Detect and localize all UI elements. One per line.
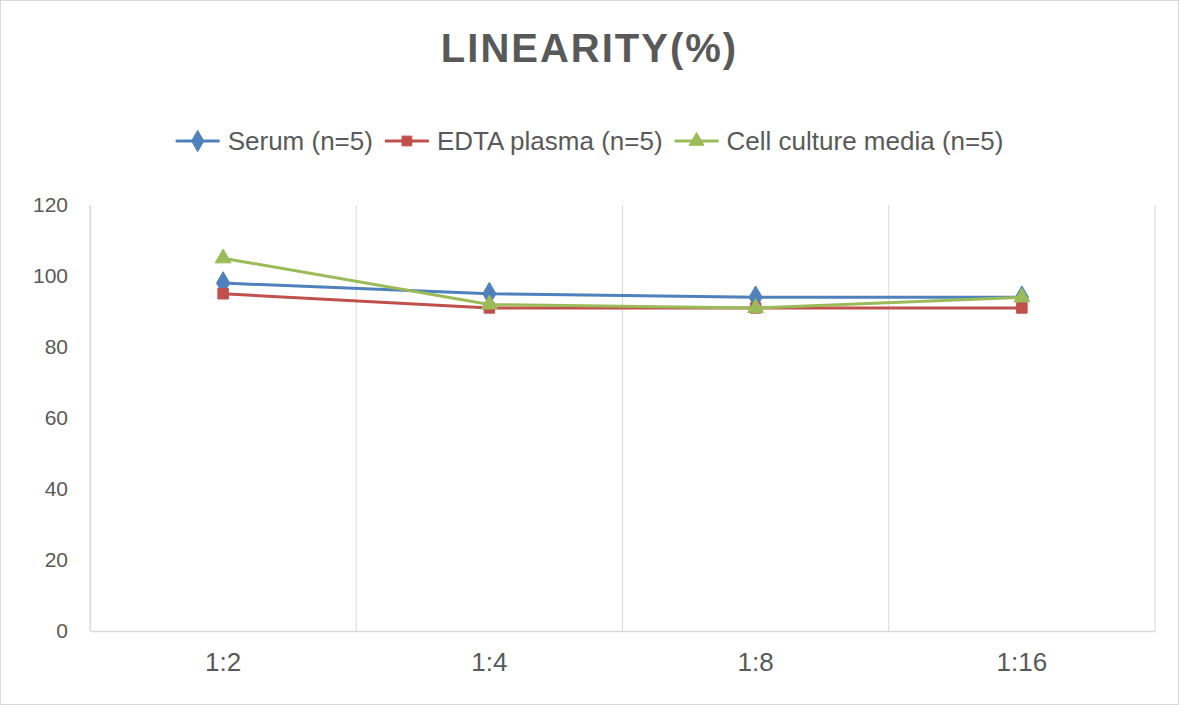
y-axis-line	[90, 206, 91, 632]
grid-line	[888, 205, 889, 631]
x-tick: 1:2	[205, 631, 241, 677]
legend-item: EDTA plasma (n=5)	[385, 126, 663, 156]
series-line	[223, 258, 1022, 308]
y-tick: 100	[33, 264, 90, 287]
legend-marker	[689, 132, 704, 145]
point	[481, 295, 497, 309]
legend-marker	[192, 130, 204, 151]
grid-line	[356, 205, 357, 631]
y-tick-label: 120	[33, 193, 68, 216]
series-group	[215, 249, 1030, 313]
y-tick: 80	[45, 335, 90, 358]
y-tick-label: 100	[33, 264, 68, 287]
point	[1017, 303, 1027, 313]
legend-item: Cell culture media (n=5)	[675, 126, 1004, 156]
point	[218, 289, 228, 299]
series-line	[223, 283, 1022, 297]
grid-line	[622, 205, 623, 631]
y-tick: 60	[45, 406, 90, 429]
legend-item: Serum (n=5)	[176, 126, 373, 156]
x-tick: 1:16	[997, 631, 1048, 677]
x-tick-label: 1:8	[738, 647, 774, 677]
grid-line	[1155, 205, 1156, 631]
y-tick-label: 80	[45, 335, 68, 358]
point	[1014, 288, 1030, 302]
y-axis: 0 20 40 60 80 100 120	[33, 193, 91, 642]
y-tick-label: 0	[56, 619, 68, 642]
x-tick-label: 1:4	[471, 647, 507, 677]
x-tick: 1:8	[738, 631, 774, 677]
x-axis-line	[91, 631, 1156, 633]
y-tick: 0	[56, 619, 90, 642]
x-tick-label: 1:2	[205, 647, 241, 677]
y-tick: 120	[33, 193, 90, 216]
y-tick: 40	[45, 477, 90, 500]
title: LINEARITY(%)	[441, 26, 738, 70]
chart: 0 20 40 60 80 100 120 1:2 1:4 1:8 1:16 LINEARITY(%)…	[0, 0, 1179, 705]
y-tick-label: 20	[45, 548, 68, 571]
plot: 0 20 40 60 80 100 120 1:2 1:4 1:8 1:16	[33, 193, 1156, 677]
y-tick-label: 60	[45, 406, 68, 429]
point	[748, 299, 764, 313]
legend-label: EDTA plasma (n=5)	[437, 126, 663, 156]
legend-label: Serum (n=5)	[228, 126, 373, 156]
y-tick: 20	[45, 548, 90, 571]
legend-label: Cell culture media (n=5)	[727, 126, 1004, 156]
legend: Serum (n=5) EDTA plasma (n=5) Cell culture…	[176, 126, 1004, 156]
point	[215, 249, 231, 263]
x-tick: 1:4	[471, 631, 507, 677]
legend-marker	[402, 136, 412, 146]
background	[1, 1, 1179, 705]
x-axis: 1:2 1:4 1:8 1:16	[91, 631, 1156, 677]
y-tick-label: 40	[45, 477, 68, 500]
grid-line	[90, 205, 91, 631]
grid	[90, 205, 1155, 631]
x-tick-label: 1:16	[997, 647, 1048, 677]
